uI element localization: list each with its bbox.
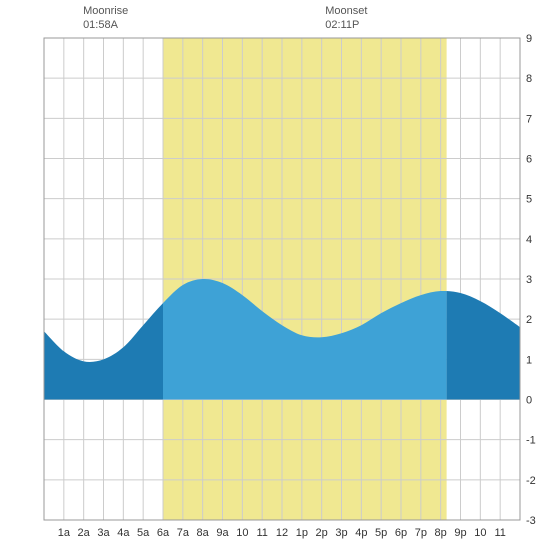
y-tick: 9: [526, 33, 532, 45]
x-tick: 10: [474, 527, 486, 539]
tide-chart: Moonrise 01:58A Moonset 02:11P -3-2-1012…: [0, 0, 550, 550]
moonrise-label: Moonrise 01:58A: [83, 4, 128, 33]
x-axis: 1a 2a 3a 4a 5a 6a 7a 8a 9a 10 11 12 1p 2p 3p 4p 5p 6p 7p 8p…: [58, 527, 506, 539]
y-tick: 6: [526, 154, 532, 166]
y-tick: 3: [526, 274, 532, 286]
y-tick: -1: [526, 435, 536, 447]
moonrise-time: 01:58A: [83, 19, 118, 31]
x-tick: 11: [494, 527, 505, 539]
x-tick: 7p: [415, 527, 427, 539]
moonset-time: 02:11P: [325, 19, 359, 31]
y-tick: 1: [526, 354, 532, 366]
x-tick: 5p: [375, 527, 387, 539]
x-tick: 8p: [435, 527, 447, 539]
y-tick: 2: [526, 314, 532, 326]
x-tick: 3a: [97, 527, 110, 539]
x-tick: 6a: [157, 527, 170, 539]
moonset-label: Moonset 02:11P: [325, 4, 367, 33]
x-tick: 5a: [137, 527, 150, 539]
x-tick: 1p: [296, 527, 308, 539]
x-tick: 2a: [78, 527, 91, 539]
x-tick: 2p: [316, 527, 328, 539]
chart-svg: -3-2-101234567891a2a3a4a5a6a7a8a9a101112…: [0, 0, 550, 550]
x-tick: 1a: [58, 527, 71, 539]
y-tick: 7: [526, 113, 532, 125]
y-axis: -3 -2 -1 0 1 2 3 4 5 6 7 8 9: [526, 33, 536, 527]
x-tick: 8a: [197, 527, 210, 539]
y-tick: 0: [526, 395, 532, 407]
x-tick: 4a: [117, 527, 130, 539]
y-tick: 4: [526, 234, 532, 246]
x-tick: 9a: [216, 527, 229, 539]
x-tick: 9p: [454, 527, 466, 539]
x-tick: 7a: [177, 527, 190, 539]
x-tick: 4p: [355, 527, 367, 539]
x-tick: 11: [256, 527, 267, 539]
y-tick: 8: [526, 73, 532, 85]
y-tick: 5: [526, 194, 532, 206]
x-tick: 10: [236, 527, 248, 539]
moonrise-title: Moonrise: [83, 5, 128, 17]
x-tick: 6p: [395, 527, 407, 539]
x-tick: 12: [276, 527, 288, 539]
x-tick: 3p: [335, 527, 347, 539]
moonset-title: Moonset: [325, 5, 367, 17]
y-tick: -3: [526, 515, 536, 527]
y-tick: -2: [526, 475, 536, 487]
